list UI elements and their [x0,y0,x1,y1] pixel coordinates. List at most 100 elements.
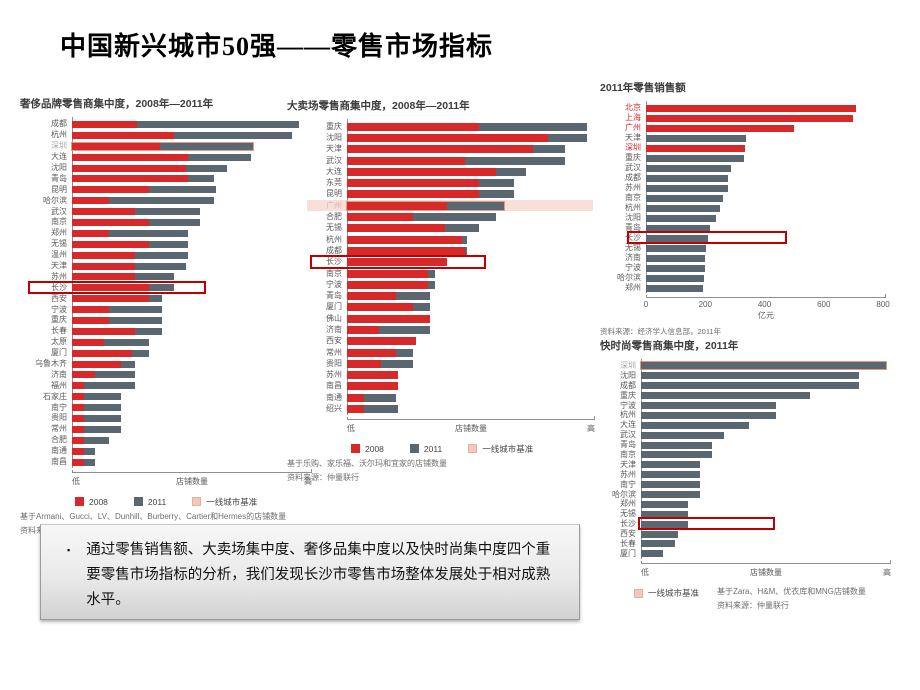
x-axis-ticks: 0 200 400 600 800 [643,300,890,310]
bar-value [641,441,713,449]
chart-row: 长沙 [600,233,902,243]
bar-track [71,141,304,151]
city-label: 成都 [625,173,641,182]
bar-2008 [347,167,497,176]
city-label: 郑州 [620,499,636,509]
bar-value [640,361,887,371]
bar-track [347,246,592,255]
bar-track [72,316,304,324]
bar-2011 [72,447,96,455]
chart-row: 杭州 [600,410,905,420]
bar-track [72,404,304,412]
chart-row: 昆明 [20,184,322,195]
chart-row: 郑州 [600,283,902,293]
city-label: 重庆 [51,315,67,325]
chart-row: 苏州 [20,271,322,282]
bar-track [347,235,592,244]
bar-2011 [347,325,431,334]
bar-track [641,500,886,508]
city-label: 郑州 [51,228,67,238]
bar-2008 [72,186,149,194]
bar-2008 [72,197,110,205]
bar-track [72,382,304,390]
bar-2008 [72,229,110,237]
legend-label-2008: 2008 [89,496,108,507]
bar-track [72,251,304,259]
chart-row: 成都 [600,381,905,391]
chart-row: 武汉 [287,155,595,166]
bar-2008 [72,349,133,357]
city-label: 东莞 [326,178,342,188]
chart-row: 南通 [287,392,595,403]
bar-track [347,213,592,222]
chart-row: 长春 [600,539,905,549]
bar-track [347,382,592,391]
city-label: 佛山 [326,313,342,323]
city-label: 厦门 [620,548,636,558]
x-axis-high-label: 高 [587,423,595,433]
chart-title: 大卖场零售商集中度，2008年—2011年 [287,100,470,112]
bar-track [347,292,592,301]
bar-track [72,371,304,379]
bar-2011 [72,414,121,422]
legend-label-benchmark: 一线城市基准 [482,443,534,454]
x-axis-tick-label: 0 [643,300,649,309]
bar-2008 [347,348,396,357]
city-label: 宁波 [625,263,641,272]
chart-row: 成都 [287,245,595,256]
bar-value [641,530,678,538]
city-label: 昆明 [51,184,67,194]
city-label: 武汉 [625,163,641,172]
city-label: 南京 [51,217,67,227]
chart-row: 苏州 [600,183,902,193]
chart-row: 南宁 [600,480,905,490]
x-axis-low-label: 低 [641,568,649,577]
city-label: 南京 [620,449,636,459]
bar-track [347,224,592,233]
bar-value [641,471,700,479]
city-label: 绍兴 [326,404,342,414]
chart-row: 成都 [20,119,322,130]
bar-2008 [72,120,137,128]
chart-plot-area: 北京 上海 广州 天津 深圳 重庆 武汉 成都 苏州 南京 杭州 沈阳 青岛 长沙 无锡 济南 宁波 哈尔滨 郑州 [600,101,902,293]
chart-row: 无锡 [600,243,902,253]
chart-row: 南宁 [20,402,322,413]
chart-row: 西安 [20,293,322,304]
legend-swatch-2011 [409,444,419,454]
chart-row: 重庆 [20,315,322,326]
chart-row: 深圳 [20,141,322,152]
bar-2008 [72,262,135,270]
bar-2008 [347,303,414,312]
y-axis-line [641,359,642,559]
bar-value [641,451,713,459]
x-axis-high-label: 高 [883,568,891,577]
city-label: 合肥 [326,212,342,222]
chart-row: 哈尔滨 [600,490,905,500]
city-label: 沈阳 [326,132,342,142]
bar-value [641,421,749,429]
bar-track [72,349,304,357]
bar-value [646,114,854,122]
city-label: 长春 [51,326,67,336]
x-axis-labels: 低 店铺数量 高 [72,476,312,487]
bar-value [646,264,705,272]
bar-value [641,500,688,508]
x-axis-labels: 低 店铺数量 高 [347,423,595,434]
chart-row: 济南 [20,369,322,380]
chart-row: 青岛 [20,173,322,184]
legend-label-benchmark: 一线城市基准 [648,588,700,598]
chart-row: 合肥 [287,211,595,222]
city-label: 上海 [625,113,641,122]
bar-track [641,392,886,400]
bar-value [641,382,860,390]
chart-row: 南昌 [20,457,322,468]
chart-plot-area: 重庆沈阳天津武汉大连东莞昆明广州合肥无锡杭州成都长沙南京宁波青岛厦门佛山济南西安… [287,119,595,415]
bar-track [72,447,304,455]
legend-label-2008: 2008 [365,443,384,454]
city-label: 武汉 [51,206,67,216]
city-label: 南宁 [620,479,636,489]
bar-2008 [347,201,448,210]
summary-note-box: ▪ 通过零售销售额、大卖场集中度、奢侈品集中度以及快时尚集中度四个重要零售市场指… [40,524,580,620]
city-label: 成都 [51,119,67,129]
chart-footnote: 基于乐购、家乐福、沃尔玛和宜家的店铺数量 [287,458,447,468]
